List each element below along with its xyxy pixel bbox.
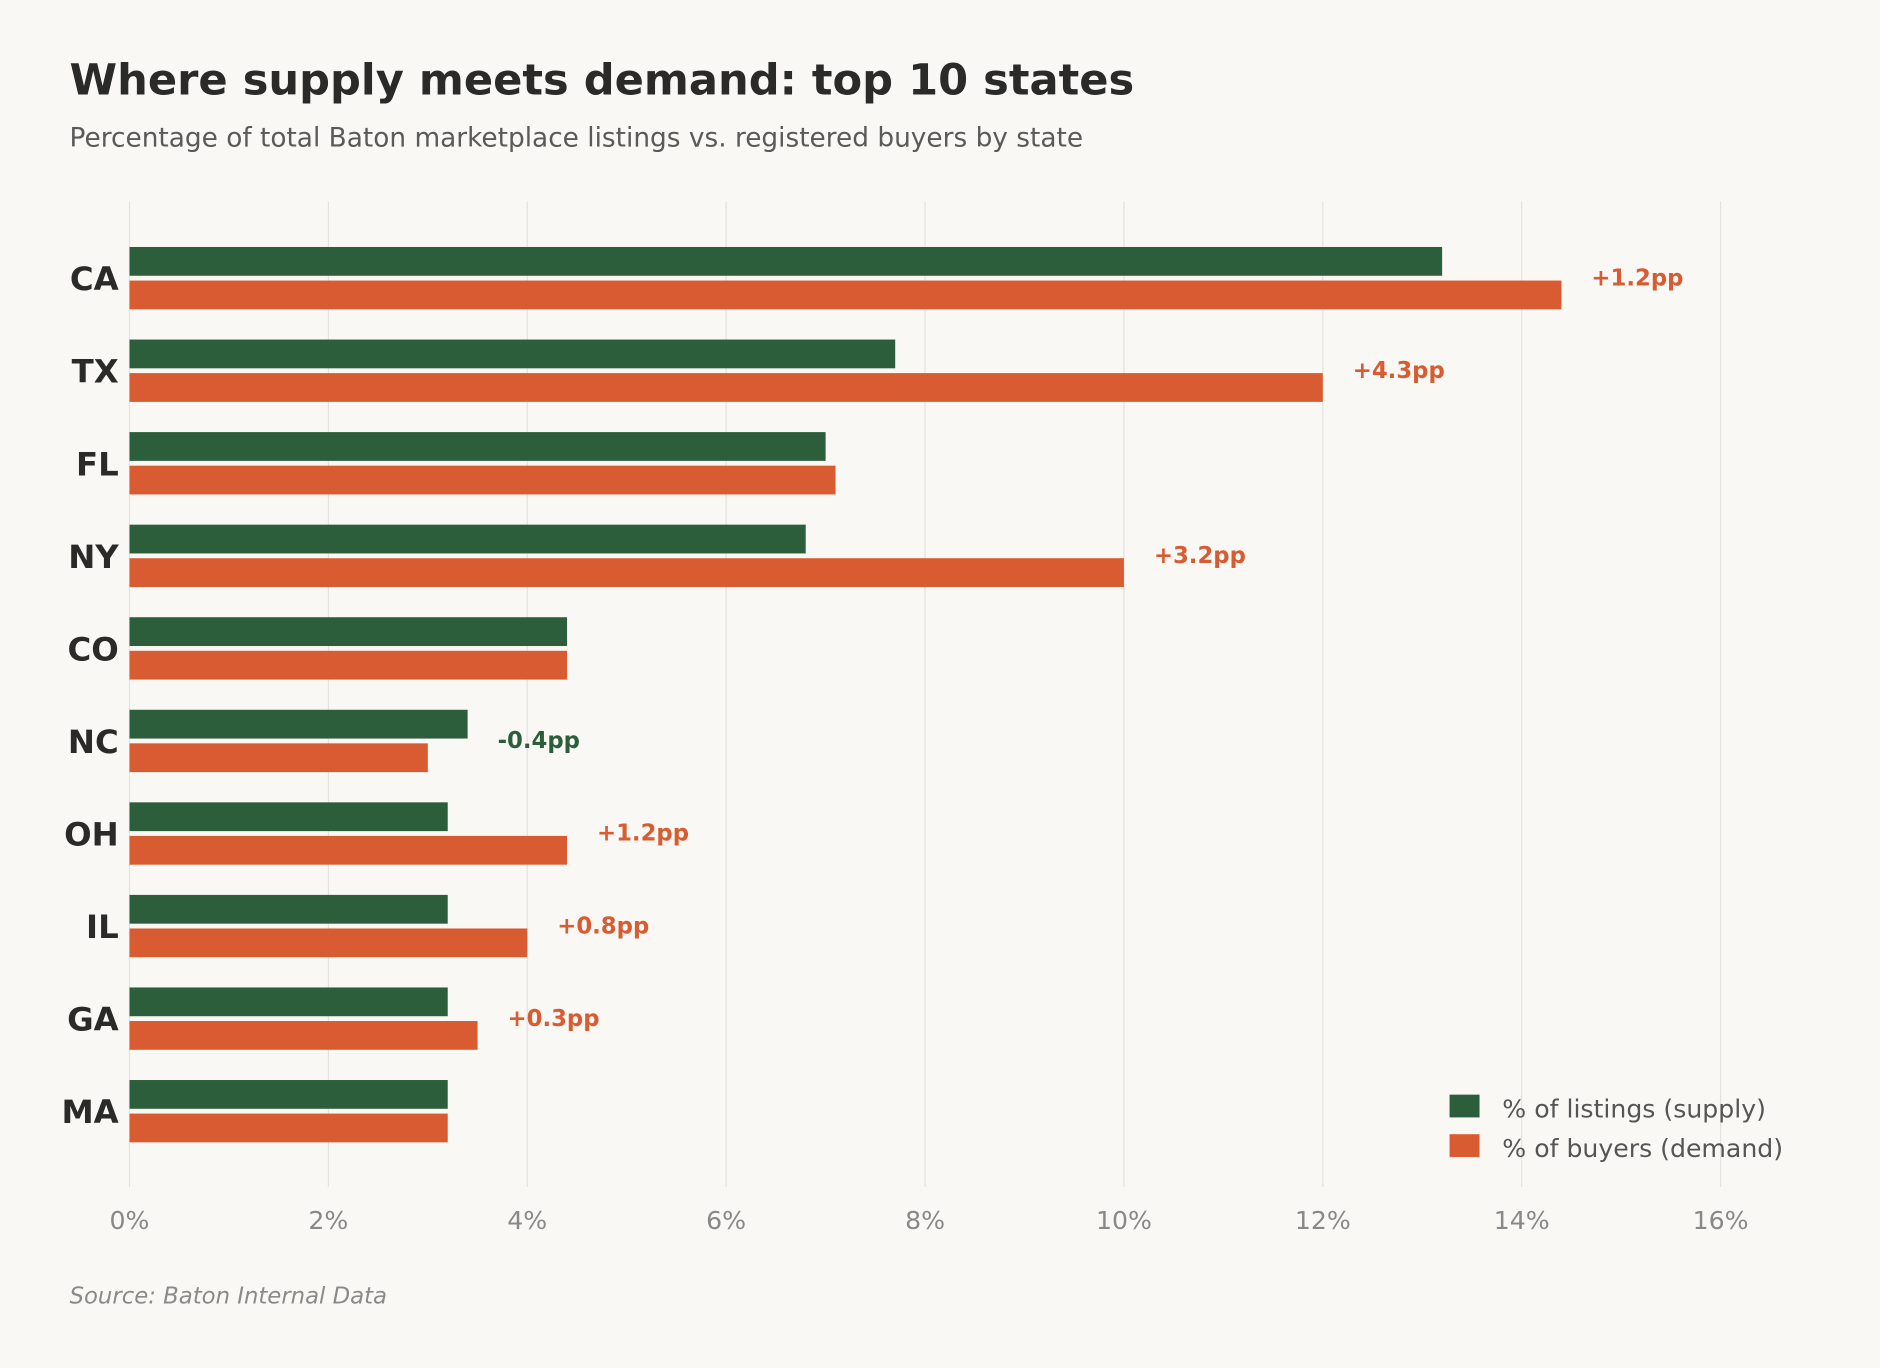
bar-demand <box>129 928 528 958</box>
bar-supply <box>129 617 568 646</box>
bar-supply <box>129 524 806 554</box>
y-tick-label: NY <box>68 538 119 576</box>
gap-annotations: +1.2pp +4.3pp +3.2pp -0.4pp +1.2pp +0.8pp +0.3… <box>498 265 1684 1031</box>
bar-demand <box>129 373 1323 402</box>
gap-label: +3.2pp <box>1154 543 1246 569</box>
bar-supply <box>129 802 448 832</box>
bar-demand <box>129 1113 448 1143</box>
x-tick-label: 10% <box>1096 1206 1152 1235</box>
bar-supply <box>129 432 826 461</box>
bar-demand <box>129 1021 478 1050</box>
x-tick-label: 6% <box>706 1206 746 1235</box>
bar-demand <box>129 558 1124 588</box>
y-tick-label: FL <box>76 445 119 483</box>
gap-label: +0.8pp <box>557 913 649 939</box>
gap-label: -0.4pp <box>498 728 580 754</box>
chart-subtitle: Percentage of total Baton marketplace li… <box>70 123 1084 153</box>
x-tick-label: 8% <box>905 1206 945 1235</box>
y-axis-labels: CA TX FL NY CO NC OH IL GA MA <box>61 260 119 1131</box>
y-tick-label: TX <box>72 353 119 391</box>
bar-demand <box>129 650 568 680</box>
legend-swatch-demand <box>1449 1134 1480 1157</box>
legend-swatch-supply <box>1449 1094 1480 1118</box>
x-tick-label: 0% <box>110 1206 150 1235</box>
gap-label: +4.3pp <box>1353 358 1445 384</box>
x-tick-label: 12% <box>1295 1206 1351 1235</box>
y-tick-label: OH <box>64 815 119 853</box>
legend-label-supply: % of listings (supply) <box>1502 1094 1766 1123</box>
bar-supply <box>129 246 1443 276</box>
x-tick-label: 4% <box>507 1206 547 1235</box>
bars <box>129 246 1562 1143</box>
y-tick-label: CA <box>70 260 119 298</box>
bar-demand <box>129 465 836 495</box>
bar-demand <box>129 835 568 865</box>
x-tick-label: 2% <box>308 1206 348 1235</box>
bar-supply <box>129 987 448 1017</box>
bar-supply <box>129 339 896 369</box>
source-note: Source: Baton Internal Data <box>70 1283 387 1309</box>
legend: % of listings (supply) % of buyers (dema… <box>1449 1094 1783 1163</box>
bar-demand <box>129 743 428 773</box>
gap-label: +1.2pp <box>1591 265 1683 291</box>
bar-supply <box>129 1080 448 1109</box>
y-tick-label: IL <box>86 908 119 946</box>
x-tick-label: 16% <box>1693 1206 1749 1235</box>
x-axis-labels: 0% 2% 4% 6% 8% 10% 12% 14% 16% <box>110 1206 1749 1235</box>
y-tick-label: MA <box>61 1093 118 1131</box>
x-tick-label: 14% <box>1494 1206 1550 1235</box>
gap-label: +0.3pp <box>508 1006 600 1032</box>
bar-supply <box>129 894 448 924</box>
legend-label-demand: % of buyers (demand) <box>1502 1134 1783 1163</box>
y-tick-label: GA <box>67 1001 119 1039</box>
gap-label: +1.2pp <box>597 821 689 847</box>
y-tick-label: NC <box>68 723 119 761</box>
bar-supply <box>129 709 468 739</box>
bar-demand <box>129 280 1562 310</box>
y-tick-label: CO <box>67 630 118 668</box>
chart-title: Where supply meets demand: top 10 states <box>70 56 1135 106</box>
